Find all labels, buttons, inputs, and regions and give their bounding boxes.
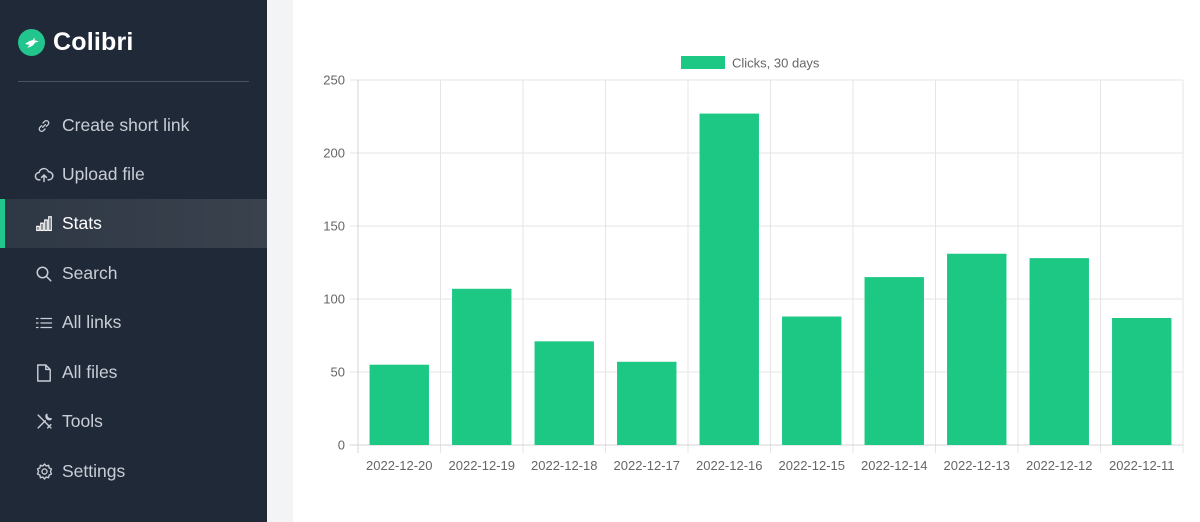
bar[interactable] xyxy=(369,364,429,445)
x-tick-label: 2022-12-14 xyxy=(861,458,928,473)
x-tick-label: 2022-12-20 xyxy=(366,458,433,473)
sidebar-item-label: All links xyxy=(62,312,122,332)
x-tick-label: 2022-12-17 xyxy=(614,458,681,473)
y-tick-label: 100 xyxy=(323,292,345,307)
file-icon xyxy=(34,363,54,383)
bar[interactable] xyxy=(452,288,512,445)
y-tick-label: 250 xyxy=(323,73,345,88)
sidebar-divider xyxy=(18,81,249,82)
sidebar-item-label: Stats xyxy=(62,213,102,233)
x-tick-label: 2022-12-13 xyxy=(944,458,1011,473)
clicks-bar-chart: 0 50 100 150 200 250 2022-12-20 2022-12-19 2022-… xyxy=(323,56,1184,473)
sidebar-item-label: Settings xyxy=(62,461,126,481)
y-tick-label: 0 xyxy=(338,438,345,453)
chart-legend[interactable]: Clicks, 30 days xyxy=(681,56,820,71)
bar[interactable] xyxy=(1029,258,1089,445)
sidebar-item-label: Search xyxy=(62,263,118,283)
sidebar-item-label: All files xyxy=(62,362,118,382)
sidebar-item-settings[interactable]: Settings xyxy=(0,447,267,496)
sidebar-item-create-short-link[interactable]: Create short link xyxy=(0,101,267,150)
x-tick-label: 2022-12-16 xyxy=(696,458,763,473)
stats-panel: 0 50 100 150 200 250 2022-12-20 2022-12-19 2022-… xyxy=(293,0,1200,522)
bar[interactable] xyxy=(864,277,924,445)
sidebar-item-tools[interactable]: Tools xyxy=(0,397,267,446)
x-tick-label: 2022-12-12 xyxy=(1026,458,1093,473)
bar[interactable] xyxy=(617,361,677,445)
bar[interactable] xyxy=(947,253,1007,445)
y-tick-label: 50 xyxy=(331,365,345,380)
link-icon xyxy=(34,116,54,136)
y-tick-label: 200 xyxy=(323,146,345,161)
bar[interactable] xyxy=(699,113,759,445)
sidebar: Colibri Create short link Upload file xyxy=(0,0,267,522)
sidebar-item-label: Upload file xyxy=(62,164,145,184)
sidebar-item-stats[interactable]: Stats xyxy=(0,199,267,248)
sidebar-item-all-files[interactable]: All files xyxy=(0,348,267,397)
sidebar-item-upload-file[interactable]: Upload file xyxy=(0,150,267,199)
bar[interactable] xyxy=(534,341,594,445)
gear-icon xyxy=(34,462,54,482)
search-icon xyxy=(34,264,54,284)
app-name: Colibri xyxy=(53,27,134,56)
cloud-upload-icon xyxy=(34,165,54,185)
sidebar-item-all-links[interactable]: All links xyxy=(0,298,267,347)
y-tick-label: 150 xyxy=(323,219,345,234)
bar-chart-icon xyxy=(34,214,54,234)
bar[interactable] xyxy=(782,316,842,445)
x-tick-label: 2022-12-18 xyxy=(531,458,598,473)
tools-icon xyxy=(34,412,54,432)
hummingbird-logo-icon xyxy=(18,28,45,56)
x-tick-label: 2022-12-19 xyxy=(449,458,516,473)
legend-label: Clicks, 30 days xyxy=(732,56,820,71)
sidebar-item-label: Create short link xyxy=(62,115,190,135)
sidebar-item-label: Tools xyxy=(62,411,103,431)
legend-swatch xyxy=(681,56,725,69)
bar[interactable] xyxy=(1112,317,1172,445)
sidebar-item-search[interactable]: Search xyxy=(0,249,267,298)
list-icon xyxy=(34,313,54,333)
x-tick-label: 2022-12-11 xyxy=(1109,458,1175,473)
x-tick-label: 2022-12-15 xyxy=(779,458,846,473)
brand[interactable]: Colibri xyxy=(18,26,134,58)
